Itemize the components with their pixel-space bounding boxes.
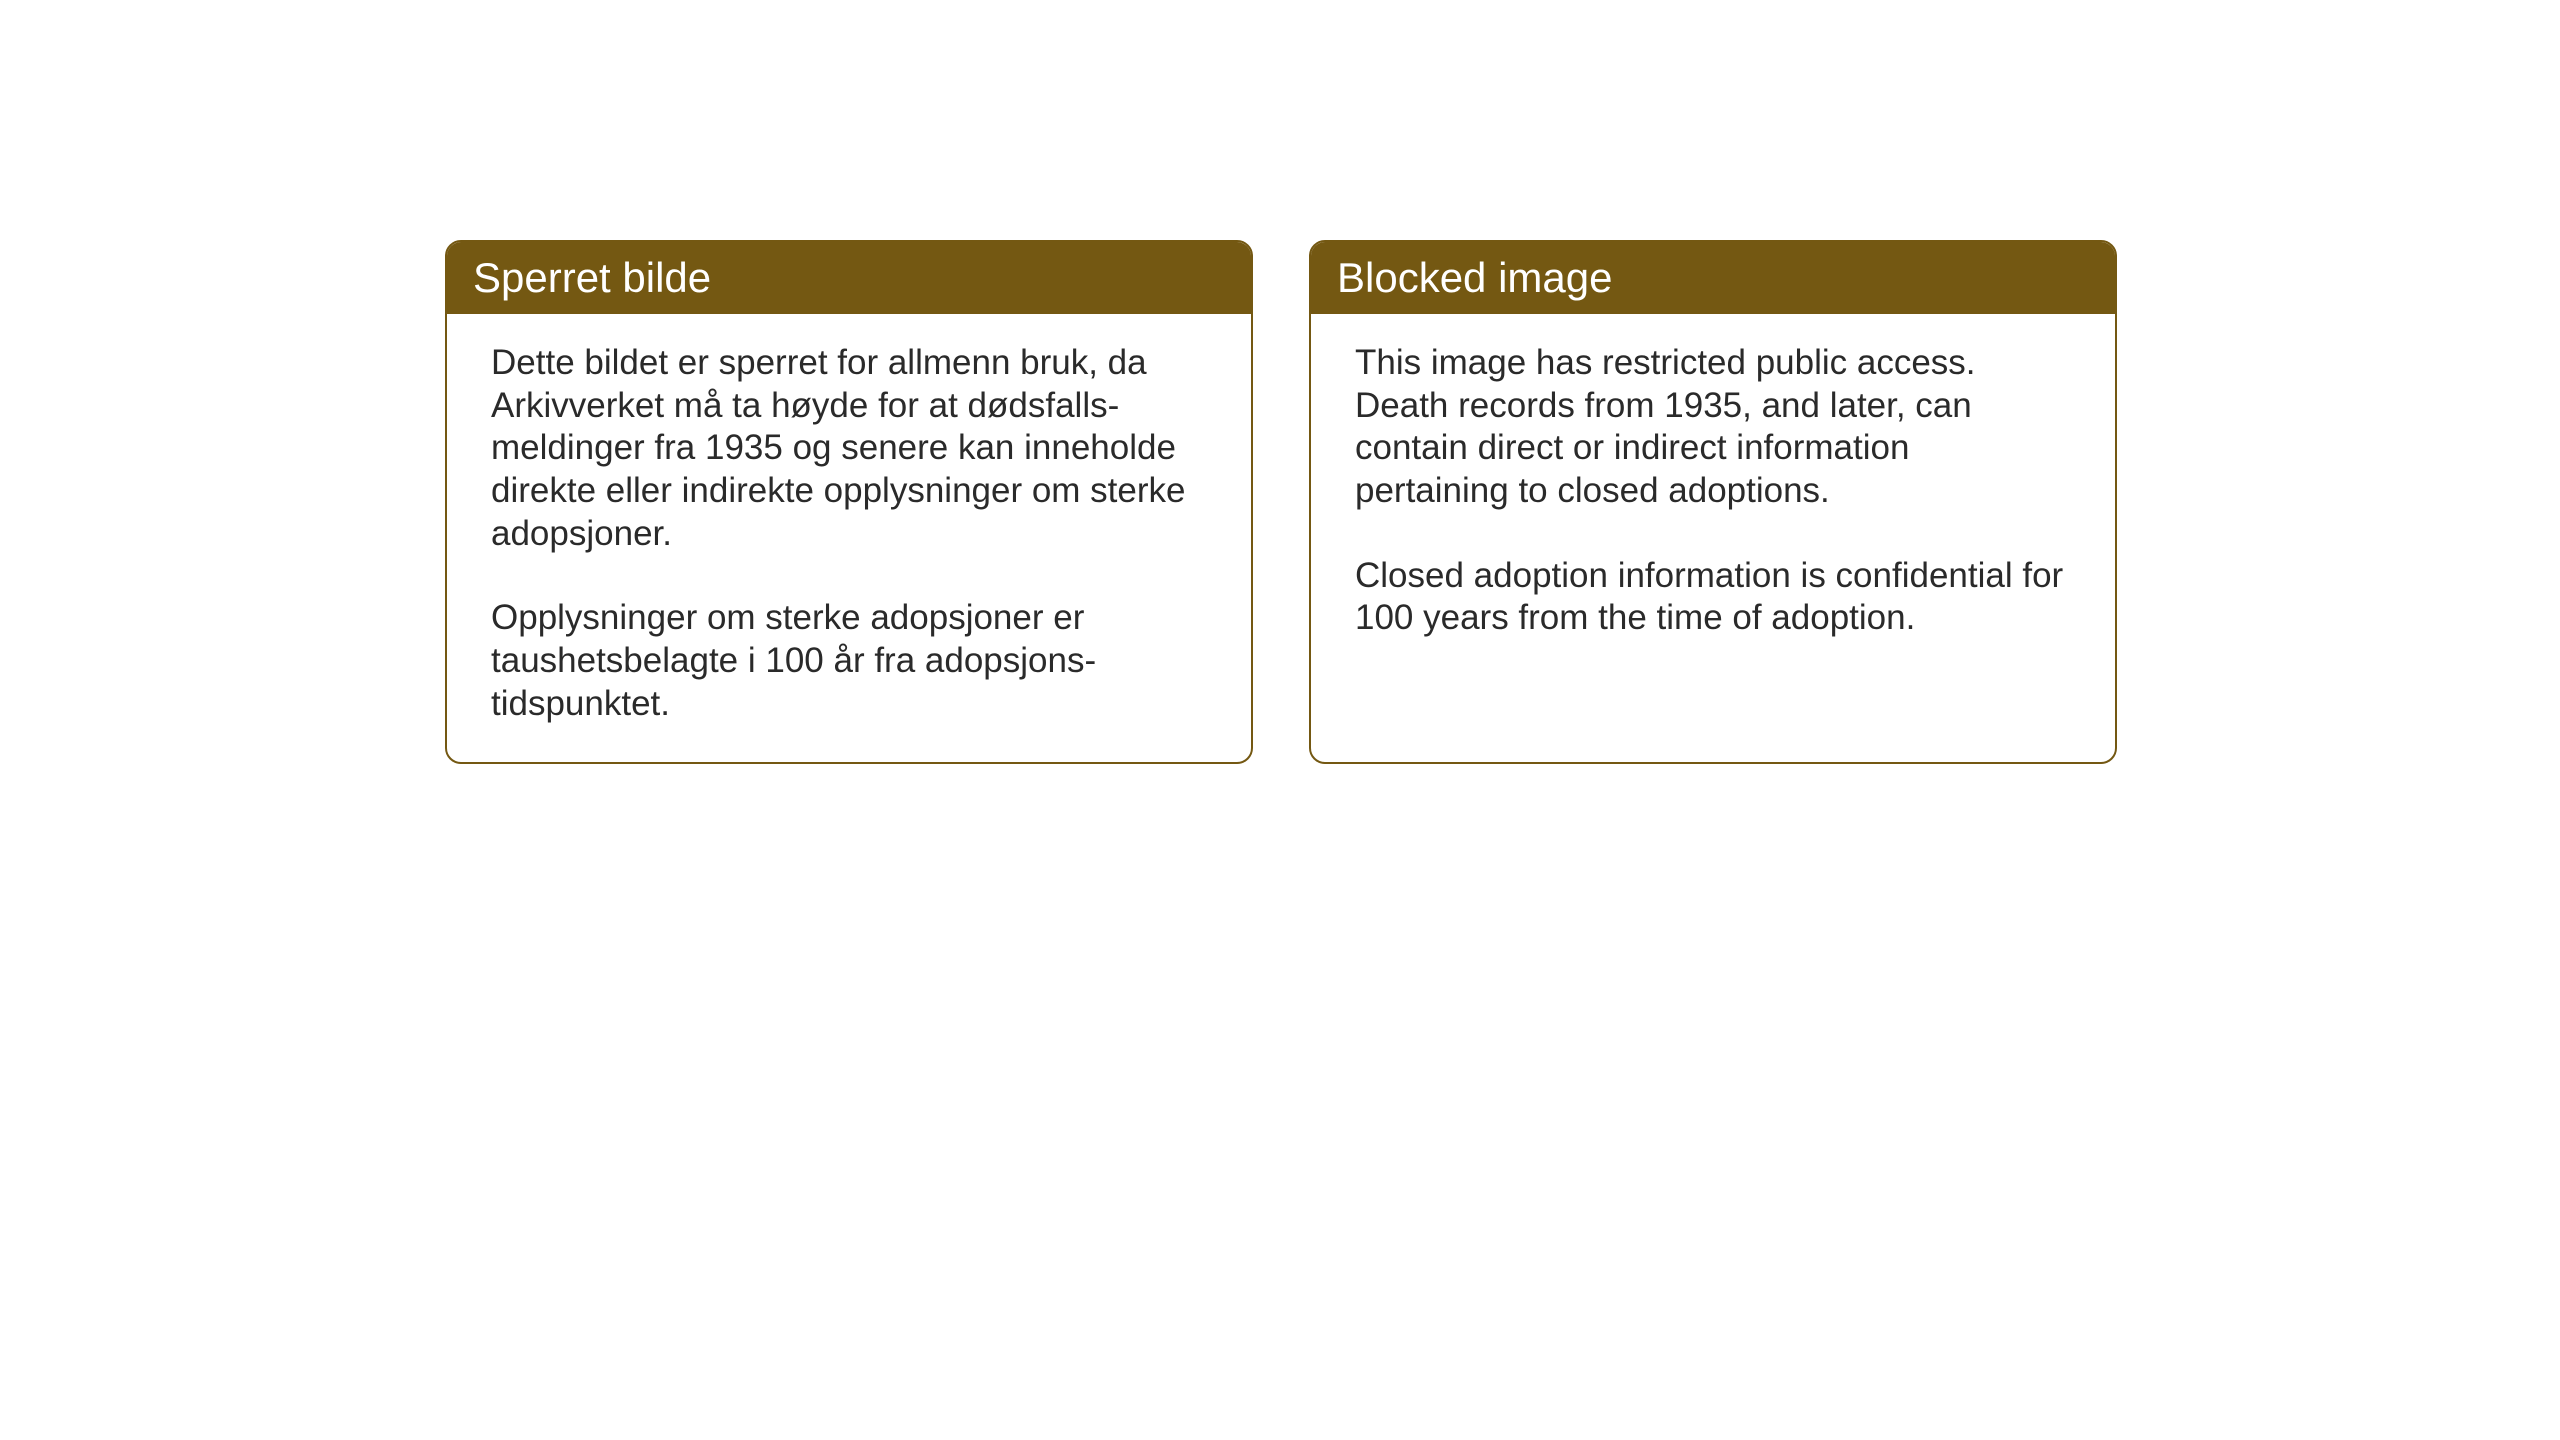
card-norwegian: Sperret bilde Dette bildet er sperret fo… xyxy=(445,240,1253,764)
card-body-norwegian: Dette bildet er sperret for allmenn bruk… xyxy=(447,314,1251,762)
card-body-english: This image has restricted public access.… xyxy=(1311,314,2115,676)
card-title-english: Blocked image xyxy=(1337,254,1612,301)
card-header-norwegian: Sperret bilde xyxy=(447,242,1251,314)
card-paragraph-norwegian-1: Dette bildet er sperret for allmenn bruk… xyxy=(491,342,1207,555)
card-paragraph-english-1: This image has restricted public access.… xyxy=(1355,342,2071,513)
card-paragraph-norwegian-2: Opplysninger om sterke adopsjoner er tau… xyxy=(491,597,1207,725)
card-english: Blocked image This image has restricted … xyxy=(1309,240,2117,764)
card-header-english: Blocked image xyxy=(1311,242,2115,314)
card-title-norwegian: Sperret bilde xyxy=(473,254,711,301)
cards-container: Sperret bilde Dette bildet er sperret fo… xyxy=(445,240,2117,764)
card-paragraph-english-2: Closed adoption information is confident… xyxy=(1355,555,2071,640)
